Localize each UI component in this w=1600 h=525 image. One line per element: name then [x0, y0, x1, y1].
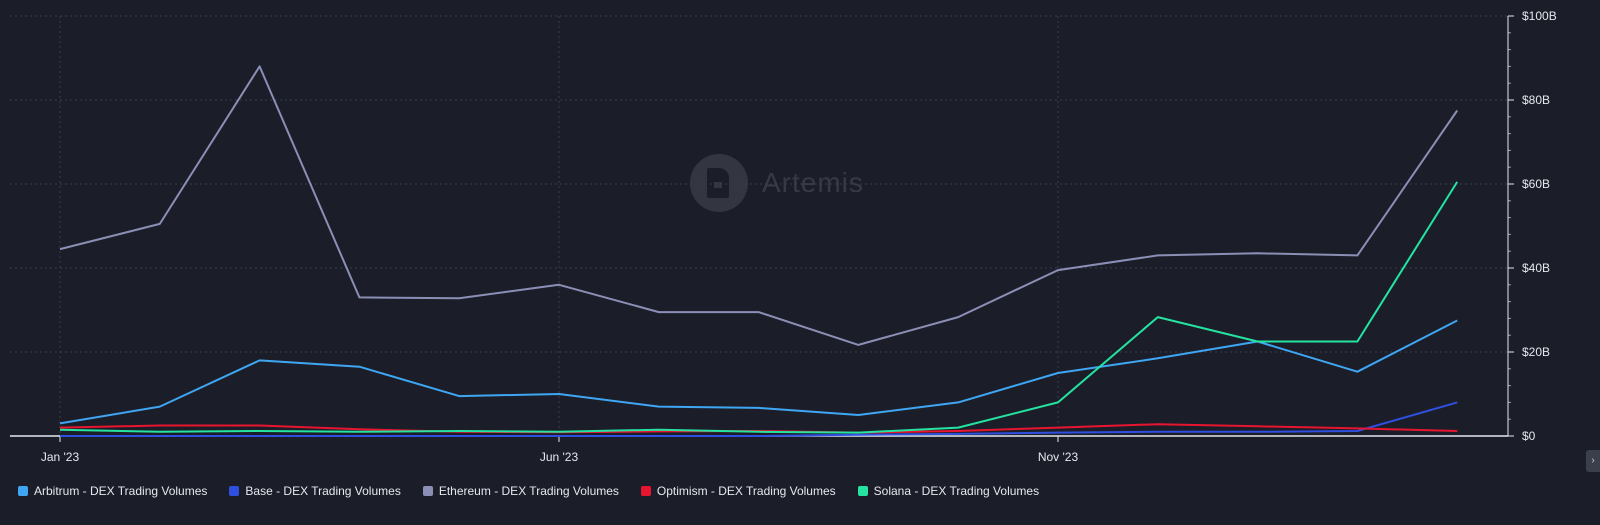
y-tick-label: $40B: [1522, 261, 1550, 275]
x-tick-label: Jun '23: [540, 450, 579, 464]
tick-labels: $0 $20B $40B $60B $80B $100B Jan '23 Jun '23 Nov…: [41, 9, 1557, 464]
legend-item[interactable]: Base - DEX Trading Volumes: [229, 484, 401, 498]
x-tick-label: Jan '23: [41, 450, 80, 464]
y-tick-label: $60B: [1522, 177, 1550, 191]
series-line-arbitrum[interactable]: [59, 319, 1458, 425]
legend-swatch: [857, 486, 868, 496]
artemis-logo-icon: [690, 154, 748, 212]
legend: Arbitrum - DEX Trading Volumes Base - DEX…: [18, 484, 1039, 498]
series-line-ethereum[interactable]: [59, 65, 1459, 346]
legend-swatch: [422, 486, 433, 496]
y-tick-label: $100B: [1522, 9, 1557, 23]
legend-item[interactable]: Arbitrum - DEX Trading Volumes: [18, 484, 207, 498]
legend-swatch: [640, 486, 651, 496]
y-tick-label: $0: [1522, 429, 1536, 443]
legend-label: Optimism - DEX Trading Volumes: [656, 484, 836, 498]
series-lines: [59, 65, 1459, 437]
line-chart: $0 $20B $40B $60B $80B $100B Jan '23 Jun '23 Nov…: [10, 9, 1557, 464]
series-line-solana[interactable]: [59, 181, 1459, 434]
y-tick-label: $80B: [1522, 93, 1550, 107]
legend-label: Solana - DEX Trading Volumes: [873, 484, 1040, 498]
axes: [10, 15, 1514, 442]
legend-item[interactable]: Ethereum - DEX Trading Volumes: [422, 484, 619, 498]
scroll-right-handle[interactable]: ›: [1586, 450, 1600, 472]
legend-item[interactable]: Optimism - DEX Trading Volumes: [640, 484, 836, 498]
legend-swatch: [18, 486, 28, 496]
y-tick-label: $20B: [1522, 345, 1550, 359]
legend-swatch: [229, 486, 240, 496]
legend-item[interactable]: Solana - DEX Trading Volumes: [857, 484, 1040, 498]
watermark-text: Artemis: [762, 167, 864, 198]
grid-lines: [10, 15, 1508, 436]
artemis-watermark: Artemis: [690, 154, 864, 212]
legend-label: Ethereum - DEX Trading Volumes: [438, 484, 619, 498]
legend-label: Arbitrum - DEX Trading Volumes: [34, 484, 208, 498]
legend-label: Base - DEX Trading Volumes: [245, 484, 401, 498]
x-tick-label: Nov '23: [1038, 450, 1079, 464]
